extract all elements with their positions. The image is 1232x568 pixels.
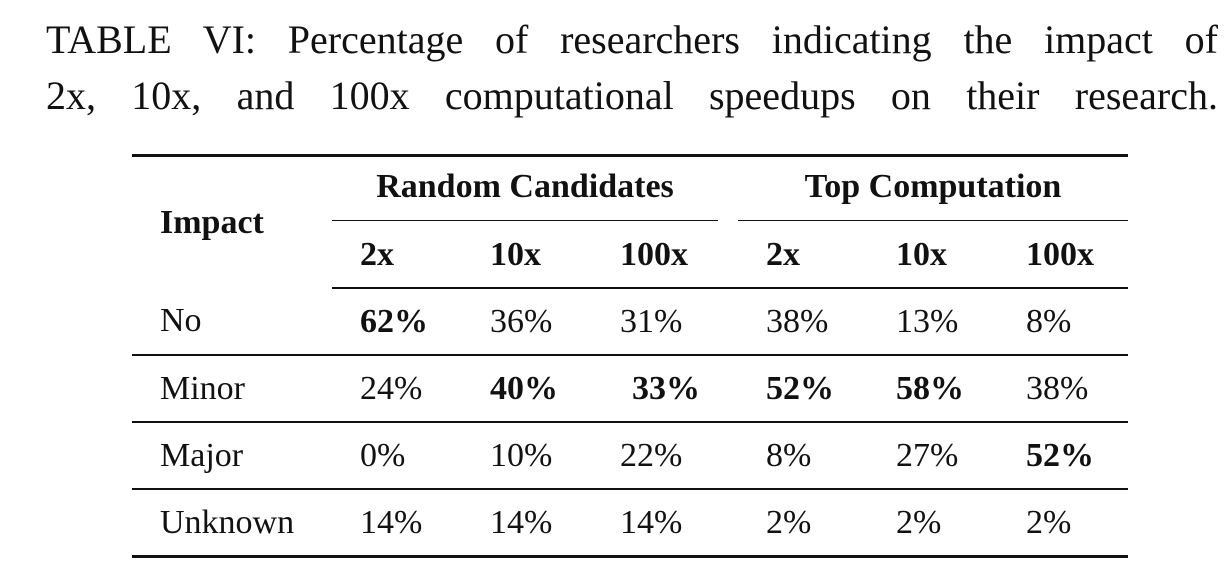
impact-column-header: Impact xyxy=(132,154,332,288)
table-cell: 2% xyxy=(868,489,998,558)
subheader-top-2x: 2x xyxy=(738,223,868,289)
row-label: Minor xyxy=(132,355,332,423)
subheader-top-10x: 10x xyxy=(868,223,998,289)
table-row: Minor 24% 40% 33% 52% 58% 38% xyxy=(132,355,1129,423)
table-cell: 33% xyxy=(592,355,738,423)
table-cell: 2% xyxy=(998,489,1129,558)
subheader-random-2x: 2x xyxy=(332,223,462,289)
table-cell: 14% xyxy=(462,489,592,558)
table-cell: 24% xyxy=(332,355,462,423)
subheader-top-100x: 100x xyxy=(998,223,1129,289)
subheader-random-10x: 10x xyxy=(462,223,592,289)
row-label: Unknown xyxy=(132,489,332,558)
table-cell: 10% xyxy=(462,422,592,490)
table-cell: 22% xyxy=(592,422,738,490)
table-row: No 62% 36% 31% 38% 13% 8% xyxy=(132,288,1129,356)
table-cell: 36% xyxy=(462,288,592,356)
results-table: Impact Random Candidates Top Computation… xyxy=(132,154,1129,558)
table-cell: 0% xyxy=(332,422,462,490)
table-cell: 38% xyxy=(998,355,1129,423)
table-caption: TABLE VI: Percentage of researchers indi… xyxy=(46,12,1218,124)
table-cell: 52% xyxy=(738,355,868,423)
table-cell: 40% xyxy=(462,355,592,423)
table-cell: 2% xyxy=(738,489,868,558)
caption-line-2: 2x, 10x, and 100x computational speedups… xyxy=(46,73,1218,118)
table-cell: 62% xyxy=(332,288,462,356)
group-rule-random: Random Candidates xyxy=(332,160,718,221)
group-header-random-candidates: Random Candidates xyxy=(332,154,738,223)
subheader-random-100x: 100x xyxy=(592,223,738,289)
row-label: Major xyxy=(132,422,332,490)
table-row: Major 0% 10% 22% 8% 27% 52% xyxy=(132,422,1129,490)
group-header-top-computation: Top Computation xyxy=(738,154,1129,223)
table-row: Unknown 14% 14% 14% 2% 2% 2% xyxy=(132,489,1129,558)
table-cell: 8% xyxy=(998,288,1129,356)
group-label-top: Top Computation xyxy=(804,167,1062,205)
row-label: No xyxy=(132,288,332,356)
results-table-container: Impact Random Candidates Top Computation… xyxy=(132,154,1129,558)
table-cell: 58% xyxy=(868,355,998,423)
table-cell: 27% xyxy=(868,422,998,490)
table-cell: 38% xyxy=(738,288,868,356)
group-rule-top: Top Computation xyxy=(738,160,1129,221)
group-label-random: Random Candidates xyxy=(376,167,674,205)
table-cell: 8% xyxy=(738,422,868,490)
table-cell: 14% xyxy=(332,489,462,558)
caption-line-1: TABLE VI: Percentage of researchers indi… xyxy=(46,17,1218,62)
table-cell: 31% xyxy=(592,288,738,356)
table-cell: 52% xyxy=(998,422,1129,490)
table-cell: 14% xyxy=(592,489,738,558)
table-cell: 13% xyxy=(868,288,998,356)
